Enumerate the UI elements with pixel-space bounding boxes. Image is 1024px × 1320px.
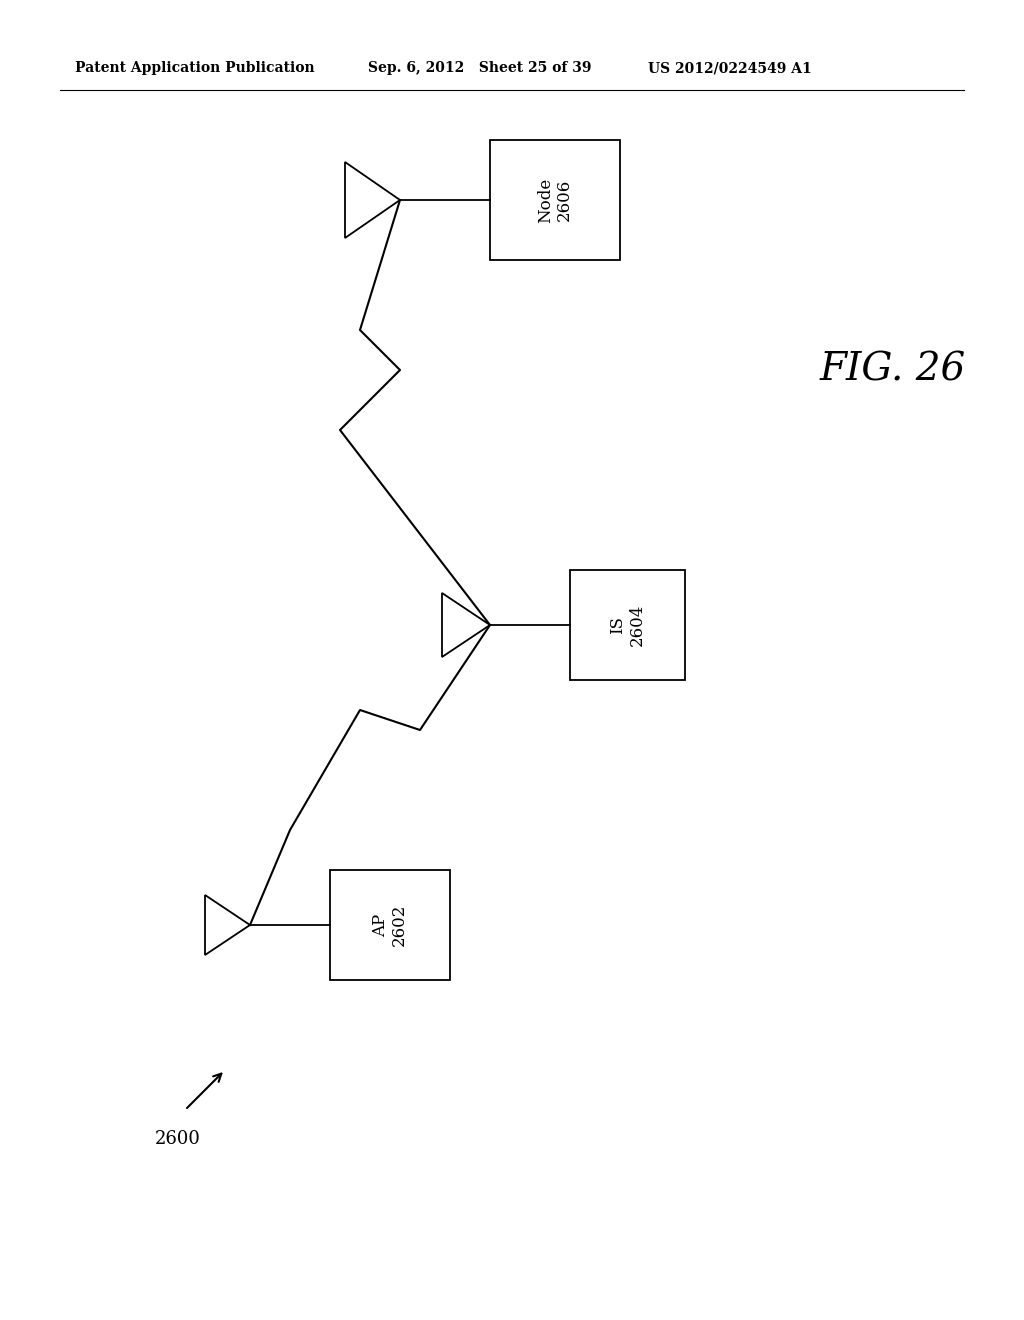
Text: Patent Application Publication: Patent Application Publication bbox=[75, 61, 314, 75]
Text: AP
2602: AP 2602 bbox=[372, 904, 409, 946]
Text: US 2012/0224549 A1: US 2012/0224549 A1 bbox=[648, 61, 812, 75]
Bar bbox=[330, 870, 450, 979]
Bar bbox=[490, 140, 620, 260]
Bar bbox=[570, 570, 685, 680]
Text: IS
2604: IS 2604 bbox=[609, 603, 646, 647]
Text: 2600: 2600 bbox=[155, 1130, 201, 1148]
Text: FIG. 26: FIG. 26 bbox=[820, 351, 967, 388]
Text: Node
2606: Node 2606 bbox=[537, 177, 573, 223]
Text: Sep. 6, 2012   Sheet 25 of 39: Sep. 6, 2012 Sheet 25 of 39 bbox=[368, 61, 592, 75]
